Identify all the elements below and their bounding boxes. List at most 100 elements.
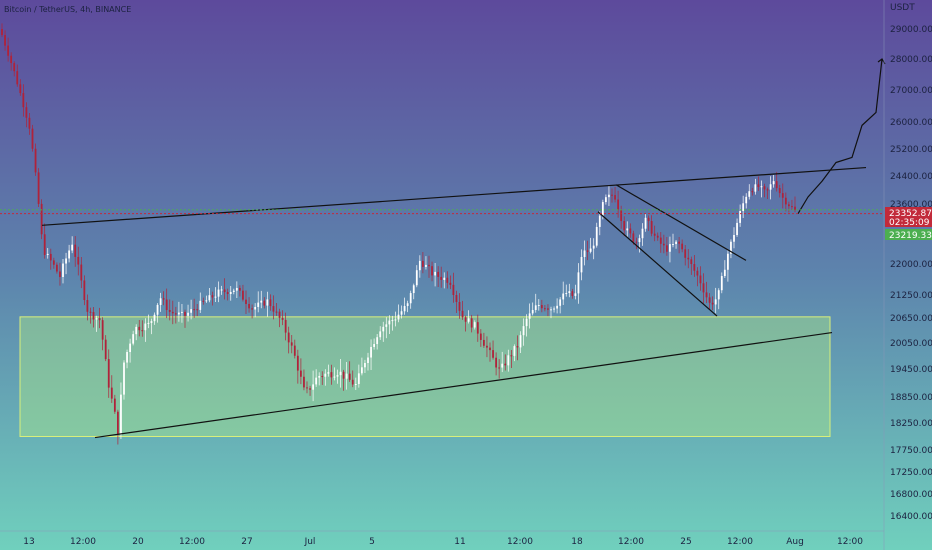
candle-body (101, 320, 104, 340)
resistance-trendline (41, 166, 867, 226)
candle-body (104, 339, 107, 360)
candle-body (400, 311, 403, 315)
annotation-lines-layer (0, 58, 886, 439)
candle-body (775, 181, 778, 189)
candle-body (13, 63, 16, 72)
candle-body (254, 306, 257, 310)
candle-body (763, 186, 766, 190)
candle-body (486, 345, 488, 348)
candle-body (562, 293, 565, 300)
candle-body (251, 308, 253, 310)
candle-body (781, 193, 784, 198)
candle-body (110, 387, 113, 399)
candle-body (296, 355, 299, 371)
candle-body (666, 245, 668, 252)
candle-body (269, 299, 272, 307)
candle-body (141, 330, 144, 332)
candle-body (248, 303, 250, 309)
candle-body (342, 371, 345, 379)
candle-body (412, 285, 415, 294)
candle-body (669, 244, 671, 252)
projection-path (797, 58, 883, 214)
candle-body (80, 264, 83, 281)
candle-body (687, 257, 690, 260)
candle-body (266, 299, 269, 306)
candle-body (123, 362, 125, 395)
candle-body (519, 335, 522, 348)
candle-body (324, 373, 327, 377)
candle-body (422, 260, 424, 267)
candle-body (711, 302, 714, 305)
candle-body (507, 355, 510, 366)
candle-body (132, 334, 135, 344)
candle-body (345, 373, 348, 379)
candle-body (354, 384, 357, 386)
candle-body (19, 84, 22, 94)
candle-body (522, 326, 525, 336)
candle-body (504, 363, 507, 366)
candle-body (513, 346, 516, 356)
candle-body (171, 311, 174, 314)
candle-body (766, 189, 769, 191)
channel-upper-line (615, 184, 747, 261)
candle-body (754, 184, 757, 192)
candle-body (165, 299, 168, 310)
candle-body (59, 271, 61, 278)
candle-body (470, 318, 473, 328)
candle-body (784, 197, 787, 205)
price-tick-label: 19450.00 (890, 365, 932, 375)
candle-body (788, 204, 790, 207)
price-tick-label: 24400.00 (890, 172, 932, 182)
symbol-title: Bitcoin / TetherUS, 4h, BINANCE (4, 5, 131, 14)
candle-body (232, 290, 235, 292)
candle-body (62, 263, 64, 278)
candle-body (37, 172, 40, 204)
candle-body (220, 289, 223, 291)
time-tick-label: 12:00 (618, 537, 644, 547)
candle-body (113, 398, 116, 412)
candle-body (659, 237, 662, 244)
candle-body (315, 377, 318, 385)
candle-body (376, 337, 379, 345)
candle-body (409, 293, 412, 304)
candle-body (745, 196, 748, 204)
price-tick-label: 20650.00 (890, 314, 932, 324)
candle-body (598, 215, 601, 227)
candle-body (190, 309, 192, 313)
candle-body (107, 359, 110, 388)
candle-body (361, 367, 363, 374)
time-tick-label: 12:00 (70, 537, 96, 547)
candle-body (242, 290, 244, 300)
candle-body (623, 221, 626, 231)
candle-body (208, 295, 211, 301)
candle-body (321, 376, 324, 378)
candle-body (556, 305, 558, 309)
candle-body (550, 309, 552, 311)
candle-body (211, 295, 214, 298)
price-tick-label: 23600.00 (890, 200, 932, 210)
candle-body (196, 309, 199, 311)
candle-body (52, 260, 55, 265)
candle-body (540, 305, 543, 309)
candle-body (370, 346, 372, 358)
candle-body (300, 370, 302, 377)
price-tick-label: 28000.00 (890, 55, 932, 65)
candle-body (309, 388, 311, 390)
candle-body (586, 250, 589, 252)
time-tick-label: 12:00 (179, 537, 205, 547)
time-axis[interactable]: 13 12:00 20 12:00 27 Jul 5 11 12:00 18 12:00 25 12:0… (23, 537, 863, 547)
candle-body (531, 309, 534, 314)
candle-body (681, 243, 684, 250)
candle-body (601, 202, 604, 216)
candle-body (742, 203, 745, 212)
candle-body (71, 244, 74, 251)
price-tick-label: 17250.00 (890, 468, 932, 478)
candle-body (226, 292, 229, 294)
candle-body (611, 194, 613, 196)
candle-body (446, 277, 449, 283)
candles-layer (1, 23, 796, 445)
candle-body (40, 203, 43, 235)
candle-body (708, 297, 711, 303)
